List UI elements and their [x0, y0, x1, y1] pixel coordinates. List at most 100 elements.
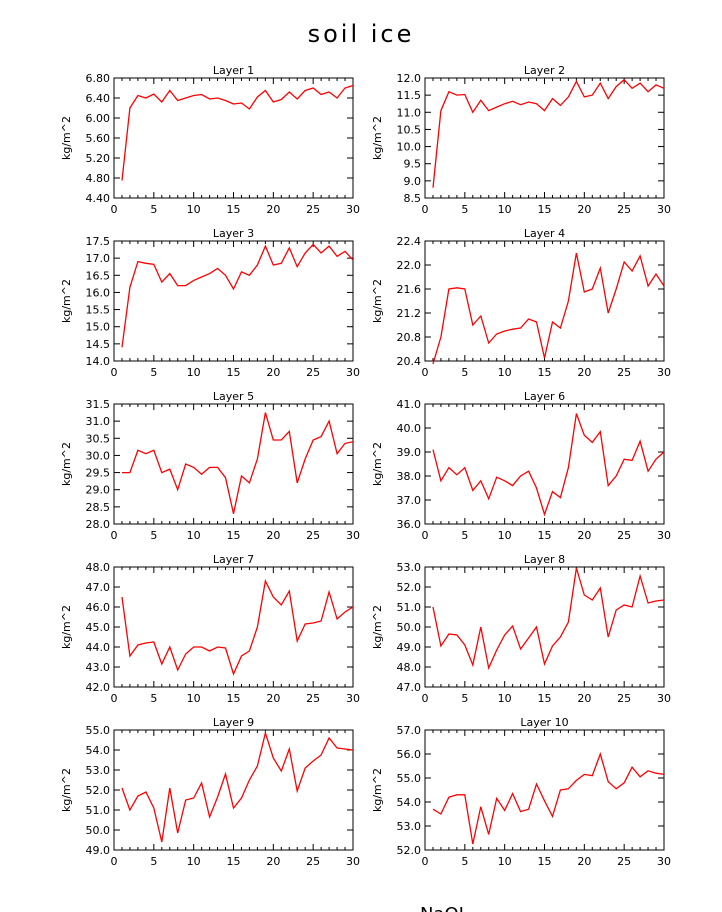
panel-9-ytick-label: 50.0 [86, 824, 111, 837]
panel-9-xtick-label: 0 [111, 855, 118, 868]
panel-9-ytick-label: 52.0 [86, 784, 111, 797]
panel-7-xtick-label: 0 [111, 692, 118, 705]
panel-2-ytick-label: 12.0 [397, 72, 422, 85]
panel-7-xtick-label: 30 [346, 692, 360, 705]
panel-2-frame [424, 77, 665, 199]
panel-7-xtick-label: 25 [306, 692, 320, 705]
panel-6-series-line [432, 413, 665, 517]
panel-8-xtick-label: 20 [577, 692, 591, 705]
panel-1-xtick-label: 30 [346, 203, 360, 216]
panel-3-ytick-label: 15.5 [86, 304, 111, 317]
panel-3-xtick-label: 5 [150, 366, 157, 379]
panel-10-ytick-label: 52.0 [397, 844, 422, 857]
panel-6-ytick-label: 39.0 [397, 446, 422, 459]
panel-7-ytick-label: 47.0 [86, 581, 111, 594]
panel-5-xtick-label: 0 [111, 529, 118, 542]
panel-9-xtick-label: 30 [346, 855, 360, 868]
panel-3-ytick-label: 17.0 [86, 252, 111, 265]
panel-5-ytick-label: 28.5 [86, 501, 111, 514]
panel-7-frame [113, 566, 354, 688]
panel-8-ylabel: kg/m^2 [371, 605, 384, 649]
panel-2-ytick-label: 9.5 [404, 158, 422, 171]
panel-1-xtick-label: 25 [306, 203, 320, 216]
panel-8-xtick-label: 5 [461, 692, 468, 705]
panel-4-ytick-label: 22.0 [397, 259, 422, 272]
panel-4-xtick-label: 15 [538, 366, 552, 379]
panel-5-ytick-label: 29.5 [86, 467, 111, 480]
panel-7-ylabel: kg/m^2 [60, 605, 73, 649]
panel-5-series-line [122, 412, 354, 514]
panel-6-ytick-label: 41.0 [397, 398, 422, 411]
panel-9-ytick-label: 53.0 [86, 764, 111, 777]
panel-5: Layer 5 0 5 10 15 20 25 30 28.0 28.5 29.0 29.5 30.0 3… [60, 390, 360, 542]
panel-2-xtick-label: 15 [538, 203, 552, 216]
panel-6: Layer 6 0 5 10 15 20 25 30 36.0 37.0 38.0 39.0 40.0 4… [371, 390, 671, 542]
panel-4-xtick-label: 30 [657, 366, 671, 379]
panel-6-ytick-label: 38.0 [397, 470, 422, 483]
panel-9-title: Layer 9 [213, 716, 254, 729]
panel-2-xtick-label: 20 [577, 203, 591, 216]
panel-7-title: Layer 7 [213, 553, 254, 566]
panel-2-xtick-label: 0 [422, 203, 429, 216]
figure-title: soil ice [308, 20, 415, 48]
panel-1-ytick-label: 6.00 [86, 112, 111, 125]
panel-10-xtick-label: 25 [617, 855, 631, 868]
panel-1-xtick-label: 0 [111, 203, 118, 216]
panel-1-xtick-label: 20 [266, 203, 280, 216]
panel-5-ytick-label: 30.0 [86, 449, 111, 462]
panel-5-xtick-label: 30 [346, 529, 360, 542]
panel-10-ytick-label: 57.0 [397, 724, 422, 737]
panel-9: Layer 9 0 5 10 15 20 25 30 49.0 50.0 51.0 52.0 53.0 5… [60, 716, 360, 868]
panel-6-ytick-label: 36.0 [397, 518, 422, 531]
panel-5-ytick-label: 30.5 [86, 432, 111, 445]
panel-7-ytick-label: 45.0 [86, 621, 111, 634]
panel-8-title: Layer 8 [524, 553, 565, 566]
panel-10-ytick-label: 53.0 [397, 820, 422, 833]
panel-7-ytick-label: 46.0 [86, 601, 111, 614]
figure-footer: NaOL... [420, 904, 486, 912]
panel-4-ytick-label: 21.6 [397, 283, 422, 296]
panel-8-xtick-label: 15 [538, 692, 552, 705]
panel-3-ytick-label: 14.5 [86, 338, 111, 351]
panel-10-xtick-label: 15 [538, 855, 552, 868]
panel-6-xtick-label: 10 [498, 529, 512, 542]
panel-8-ytick-label: 50.0 [397, 621, 422, 634]
panel-5-ylabel: kg/m^2 [60, 442, 73, 486]
panel-5-ytick-label: 28.0 [86, 518, 111, 531]
panel-10-xtick-label: 10 [498, 855, 512, 868]
panel-4-frame [424, 240, 665, 362]
panel-1-series-line [121, 84, 354, 181]
panel-2-ytick-label: 11.5 [397, 89, 422, 102]
panel-4-ytick-label: 20.8 [397, 331, 422, 344]
panel-4-ytick-label: 21.2 [397, 307, 422, 320]
panel-7-xtick-label: 10 [187, 692, 201, 705]
panel-2-xtick-label: 5 [461, 203, 468, 216]
panel-3-series-line [121, 243, 354, 348]
panel-5-ytick-label: 29.0 [86, 484, 111, 497]
panel-1-xtick-label: 10 [187, 203, 201, 216]
panel-10-xtick-label: 30 [657, 855, 671, 868]
panel-7-ytick-label: 43.0 [86, 661, 111, 674]
panel-6-xtick-label: 15 [538, 529, 552, 542]
panel-2-ytick-label: 9.0 [404, 175, 422, 188]
panel-2-ytick-label: 10.5 [397, 123, 422, 136]
panel-8-ytick-label: 52.0 [397, 581, 422, 594]
panel-8-ytick-label: 53.0 [397, 561, 422, 574]
panel-10-frame [424, 729, 665, 851]
panel-2-xtick-label: 25 [617, 203, 631, 216]
panel-10-xtick-label: 20 [577, 855, 591, 868]
panel-2: Layer 2 0 5 10 15 20 25 30 8.5 9.0 9.5 10.0 10.5 11.0… [371, 64, 671, 216]
panel-5-xtick-label: 25 [306, 529, 320, 542]
panel-1: Layer 1 0 5 10 15 20 25 30 4.40 4.80 5.20 5.60 6.00 6… [60, 64, 360, 216]
panel-8-frame [424, 566, 665, 688]
panel-8: Layer 8 0 5 10 15 20 25 30 47.0 48.0 49.0 50.0 51.0 5… [371, 553, 671, 705]
panel-1-ytick-label: 4.40 [86, 192, 111, 205]
panel-8-ytick-label: 48.0 [397, 661, 422, 674]
panel-7-ytick-label: 44.0 [86, 641, 111, 654]
panel-4-ytick-label: 20.4 [397, 355, 422, 368]
panel-4-xtick-label: 0 [422, 366, 429, 379]
panel-4-xtick-label: 20 [577, 366, 591, 379]
panel-6-xtick-label: 5 [461, 529, 468, 542]
panel-6-xtick-label: 20 [577, 529, 591, 542]
panel-4-ylabel: kg/m^2 [371, 279, 384, 323]
